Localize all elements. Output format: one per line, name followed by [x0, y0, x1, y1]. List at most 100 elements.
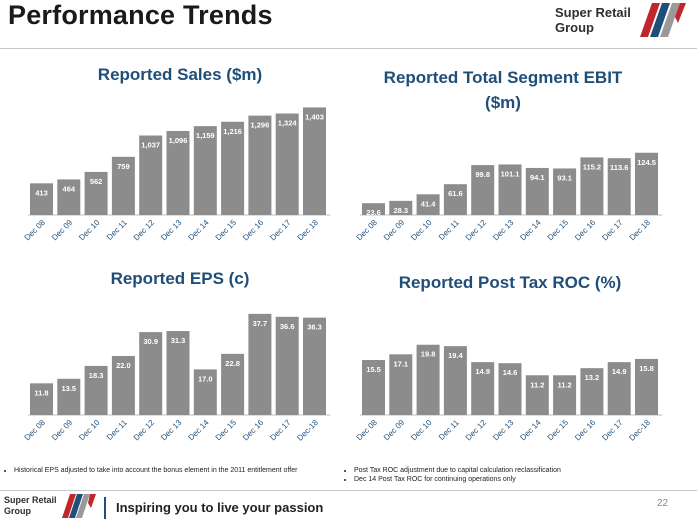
footer-logo-line-1: Super Retail [4, 495, 57, 505]
logo-line-2: Group [555, 20, 594, 35]
chart-sales-category-label-7: Dec 15 [214, 218, 239, 243]
chart-roc-bar-2 [416, 344, 440, 415]
chart-eps-value-label-6: 17.0 [198, 374, 213, 383]
chart-eps-bar-5 [166, 331, 190, 415]
chart-ebit-category-label-10: Dec 18 [628, 218, 653, 243]
chart-sales-category-label-8: Dec 16 [241, 218, 266, 243]
chart-ebit-bar-5 [498, 164, 522, 215]
chart-roc-category-label-8: Dec 16 [573, 418, 598, 443]
chart-sales-bar-8 [248, 115, 272, 215]
chart-ebit-bar-9 [607, 158, 631, 215]
chart-roc-category-label-9: Dec 17 [600, 418, 625, 443]
chart-ebit-bar-1 [389, 200, 413, 215]
chart-sales-bar-6 [193, 126, 217, 215]
chart-sales-value-label-3: 759 [117, 162, 130, 171]
chart-roc-bar-4 [471, 362, 495, 415]
chart-eps: 11.8 Dec 08 13.5 Dec 09 18.3 Dec 10 22.0 Dec 11… [23, 313, 331, 443]
chart-ebit-bar-3 [443, 184, 467, 215]
chart-eps-bar-4 [139, 332, 163, 415]
chart-roc-category-label-0: Dec 08 [355, 418, 380, 443]
chart-ebit-value-label-8: 115.2 [583, 162, 601, 171]
chart-roc-value-label-0: 15.5 [366, 365, 381, 374]
page-title: Performance Trends [8, 0, 273, 30]
chart-roc-category-label-2: Dec 10 [409, 418, 434, 443]
chart-ebit-bar-4 [471, 165, 495, 215]
chart-roc-value-label-6: 11.2 [530, 380, 544, 389]
chart-sales-value-label-7: 1,216 [223, 127, 242, 136]
chart-roc-value-label-9: 14.9 [612, 367, 627, 376]
chart-roc-bar-6 [525, 375, 549, 415]
chart-ebit-category-label-8: Dec 16 [573, 218, 598, 243]
chart-sales-category-label-4: Dec 12 [132, 218, 157, 243]
chart-ebit-category-label-0: Dec 08 [355, 218, 380, 243]
chart-eps-bar-7 [221, 353, 245, 415]
chart-eps-value-label-5: 31.3 [171, 336, 186, 345]
header-divider [0, 48, 697, 49]
chart-sales-category-label-0: Dec 08 [23, 218, 48, 243]
chart-sales-bar-9 [275, 113, 299, 215]
chart-roc-value-label-10: 15.8 [639, 364, 654, 373]
chart-eps-bar-6 [193, 369, 217, 415]
chart-eps-bar-1 [57, 378, 81, 415]
chart-sales-category-label-6: Dec 14 [186, 218, 211, 243]
chart-sales-value-label-0: 413 [35, 188, 48, 197]
chart-ebit-bar-8 [580, 157, 604, 215]
logo-stripes-icon [640, 3, 686, 37]
chart-sales-bar-7 [221, 121, 245, 215]
chart-eps-value-label-7: 22.8 [225, 359, 240, 368]
chart-eps-bar-9 [275, 316, 299, 415]
footer-logo-line-2: Group [4, 506, 31, 516]
chart-ebit-value-label-3: 61.6 [448, 189, 463, 198]
chart-eps-category-label-2: Dec 10 [77, 418, 102, 443]
chart-roc-category-label-1: Dec 09 [382, 418, 407, 443]
chart-roc-category-label-4: Dec 12 [464, 418, 489, 443]
chart-ebit-value-label-9: 113.6 [610, 163, 628, 172]
chart-roc-value-label-3: 19.4 [448, 351, 463, 360]
chart-eps-category-label-4: Dec 12 [132, 418, 157, 443]
chart-ebit-value-label-10: 124.5 [637, 158, 656, 167]
chart-sales-value-label-5: 1,096 [169, 136, 188, 145]
chart-eps-value-label-3: 22.0 [116, 361, 131, 370]
chart-roc-bar-0 [362, 360, 385, 415]
chart-sales-bar-1 [57, 179, 81, 215]
chart-roc-value-label-5: 14.6 [503, 368, 518, 377]
chart-roc-bar-7 [553, 375, 577, 415]
chart-eps-category-label-1: Dec 09 [50, 418, 75, 443]
chart-ebit-category-label-2: Dec 10 [409, 218, 434, 243]
chart-sales-value-label-1: 464 [63, 184, 76, 193]
chart-roc-category-label-3: Dec 11 [437, 418, 461, 442]
chart-sales-category-label-5: Dec 13 [159, 218, 184, 243]
chart-sales-bar-0 [30, 183, 53, 215]
chart-eps-category-label-3: Dec 11 [105, 418, 129, 442]
chart-sales-bar-2 [84, 171, 108, 215]
chart-sales-bar-5 [166, 130, 190, 215]
note-left-0: Historical EPS adjusted to take into acc… [14, 466, 334, 475]
chart-sales-category-label-3: Dec 11 [105, 218, 129, 242]
chart-eps-value-label-1: 13.5 [61, 384, 76, 393]
chart-sales-category-label-9: Dec 17 [268, 218, 293, 243]
chart-sales-value-label-8: 1,296 [251, 121, 270, 130]
chart-title-eps: Reported EPS (c) [110, 269, 250, 288]
note-right-1: Dec 14 Post Tax ROC for continuing opera… [354, 475, 674, 484]
chart-ebit-value-label-2: 41.4 [421, 199, 436, 208]
chart-ebit-value-label-5: 101.1 [501, 169, 520, 178]
chart-roc-category-label-7: Dec 15 [546, 418, 571, 443]
chart-eps-value-label-8: 37.7 [253, 319, 268, 328]
chart-roc-category-label-6: Dec 14 [518, 418, 543, 443]
chart-ebit-bar-0 [362, 203, 385, 215]
chart-eps-bar-3 [111, 355, 135, 415]
chart-eps-category-label-9: Dec 17 [268, 418, 293, 443]
chart-ebit-category-label-5: Dec 13 [491, 218, 516, 243]
footer-divider [0, 490, 697, 491]
chart-ebit-value-label-0: 23.6 [366, 208, 381, 217]
chart-ebit-bar-2 [416, 194, 440, 215]
chart-ebit-value-label-7: 93.1 [557, 173, 572, 182]
chart-eps-bar-2 [84, 365, 108, 415]
chart-roc-bar-5 [498, 363, 522, 415]
chart-sales-value-label-9: 1,324 [278, 118, 298, 127]
chart-roc-bar-8 [580, 368, 604, 415]
logo-line-1: Super Retail [555, 5, 631, 20]
chart-eps-category-label-5: Dec 13 [159, 418, 184, 443]
chart-sales-category-label-2: Dec 10 [77, 218, 102, 243]
